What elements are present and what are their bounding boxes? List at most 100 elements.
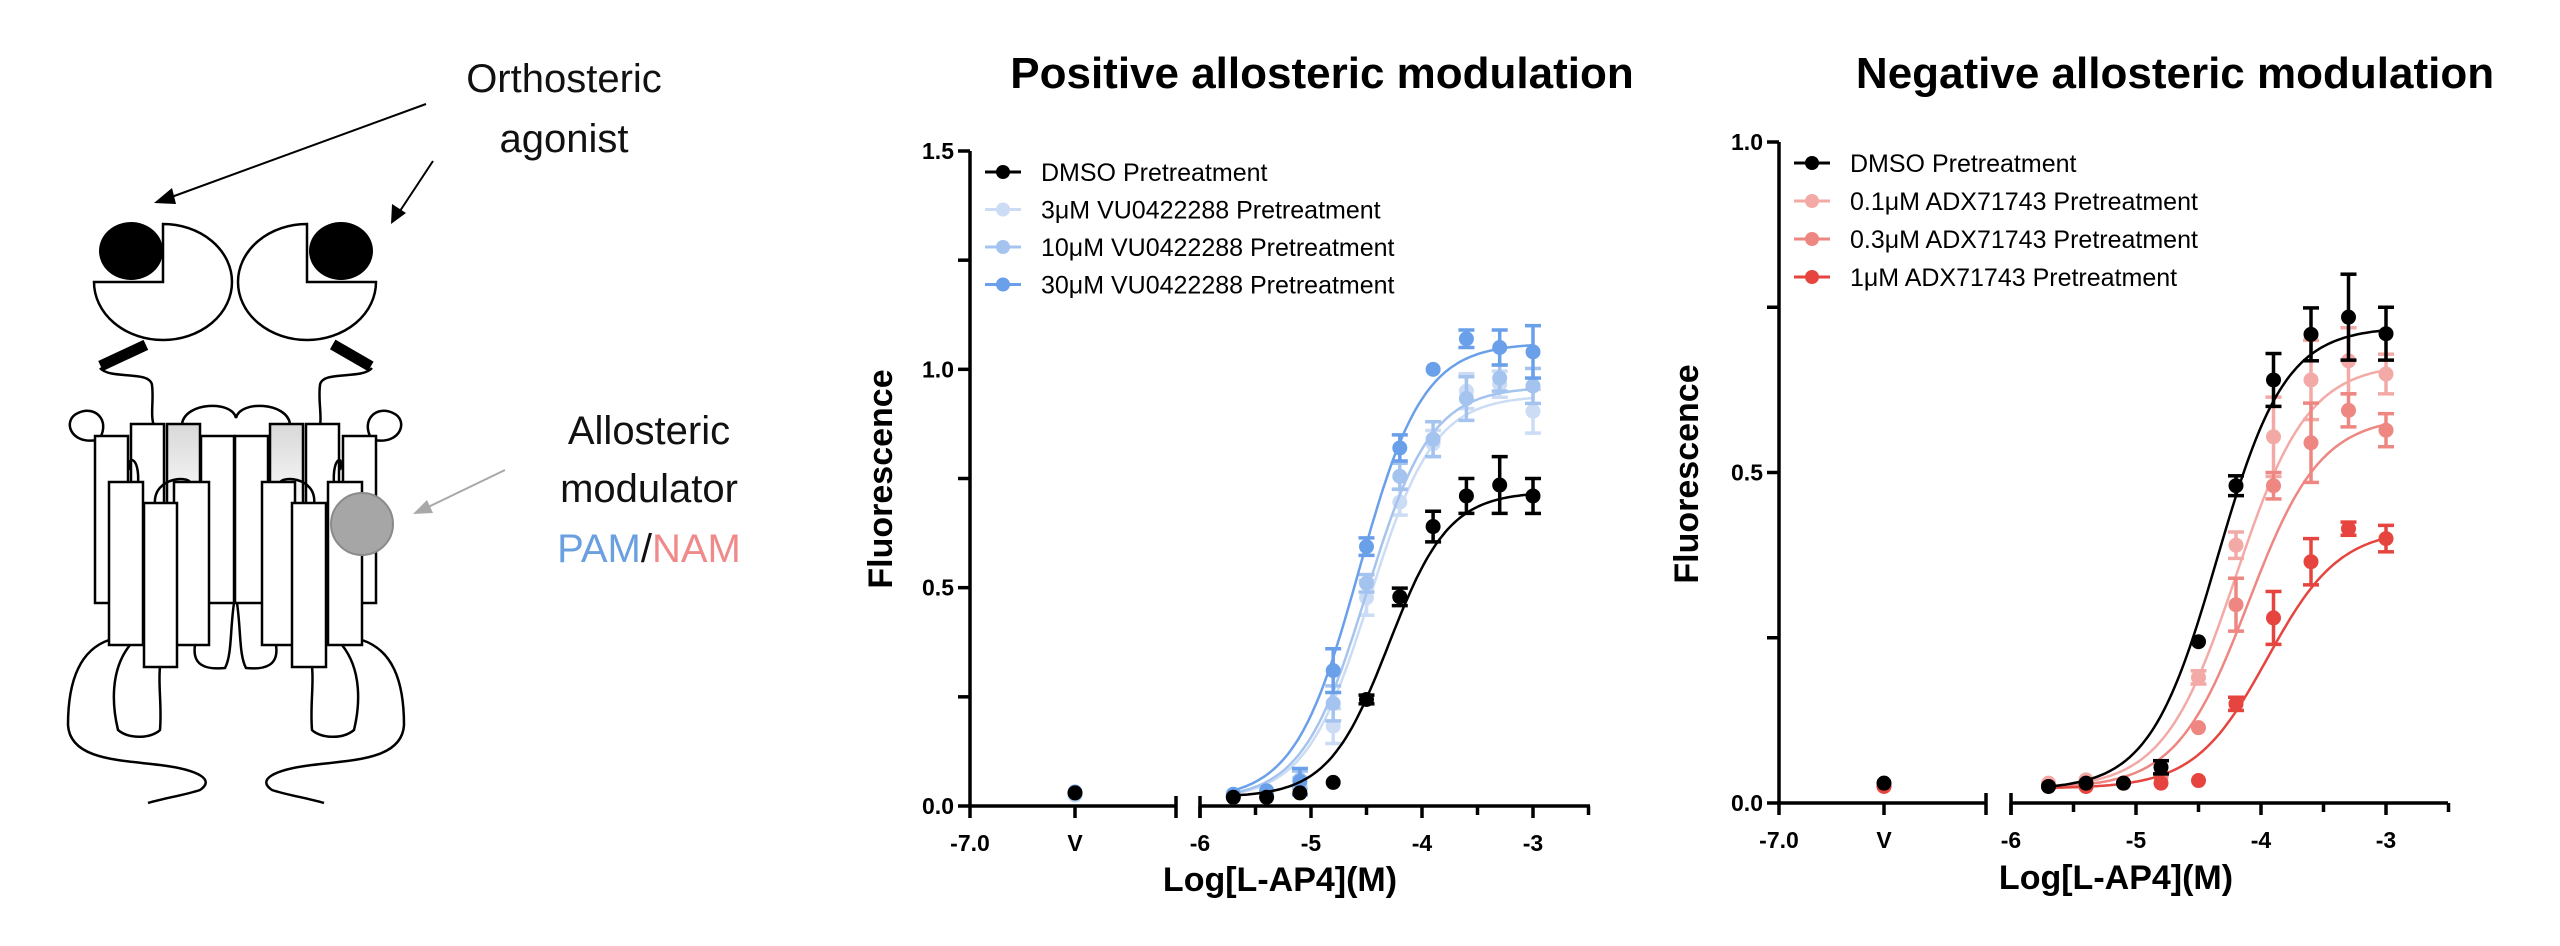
pam-data-point [1458, 391, 1474, 407]
pam-chart: Positive allosteric modulation Fluoresce… [862, 49, 1634, 899]
orthosteric-label-line1: Orthosteric [466, 57, 662, 101]
pam-data-point [1259, 789, 1275, 805]
nam-legend-marker [1805, 194, 1819, 208]
pam-data-point [1492, 477, 1508, 493]
pam-legend-marker [996, 240, 1010, 254]
nam-data-point [2303, 372, 2319, 388]
pam-legend-label: 10μM VU0422288 Pretreatment [1041, 234, 1395, 262]
nam-legend-label: DMSO Pretreatment [1850, 150, 2077, 178]
nam-data-point [2266, 429, 2281, 445]
pam-legend-marker [996, 202, 1010, 217]
pam-x-tick-label: -3 [1523, 830, 1543, 856]
pam-data-point [1325, 695, 1341, 711]
nam-y-axis-label: Fluorescence [1668, 364, 1706, 583]
pam-data-point [1292, 785, 1308, 801]
nam-data-point [2191, 669, 2206, 685]
slash-label: / [641, 527, 653, 571]
pam-x-tick-label: V [1067, 830, 1083, 856]
nam-x-tick-label: V [1876, 827, 1892, 853]
nam-x-tick-label: -7.0 [1759, 827, 1799, 853]
nam-data-point [2116, 775, 2131, 791]
pam-data-point [1492, 370, 1508, 386]
receptor-diagram: Orthosteric agonist [66, 57, 741, 805]
nam-fit-curve [2042, 536, 2388, 790]
pam-data-point [1225, 789, 1241, 805]
pam-fit-curve [1227, 396, 1535, 796]
nam-chart: Negative allosteric modulation Fluoresce… [1668, 49, 2494, 897]
pam-x-tick-label: -5 [1301, 830, 1322, 856]
pam-data-point [1359, 539, 1374, 555]
pam-x-tick-label: -4 [1412, 830, 1433, 856]
orthosteric-arrow-icon [154, 103, 434, 224]
nam-x-tick-label: -5 [2126, 827, 2147, 853]
pam-data-point [1525, 378, 1541, 394]
nam-legend-marker [1805, 156, 1819, 170]
nam-legend-marker [1805, 270, 1819, 284]
nam-data-point [2228, 597, 2244, 613]
allosteric-label-line2: modulator [560, 467, 738, 511]
nam-x-axis-label: Log[L-AP4](M) [1999, 859, 2233, 897]
pam-y-tick-label: 1.0 [922, 356, 954, 382]
intracellular-loops-icon [66, 602, 406, 805]
pam-data-point [1525, 488, 1541, 504]
nam-legend-label: 0.3μM ADX71743 Pretreatment [1850, 226, 2198, 254]
nam-data-point [2266, 372, 2281, 388]
nam-data-point [2191, 634, 2206, 650]
nam-data-point [2153, 759, 2169, 775]
transmembrane-helices-icon [68, 404, 403, 669]
nam-fit-curve [2042, 328, 2388, 789]
nam-x-tick-label: -3 [2376, 827, 2396, 853]
nam-data-point [2341, 402, 2356, 418]
pam-data-point [1458, 331, 1474, 347]
pam-y-tick-label: 0.5 [922, 575, 954, 601]
pam-x-tick-label: -6 [1190, 830, 1210, 856]
nam-data-point [2303, 435, 2319, 451]
nam-data-point [2341, 521, 2356, 537]
nam-vehicle-point [1876, 775, 1892, 791]
pam-legend-label: 3μM VU0422288 Pretreatment [1041, 197, 1381, 225]
orthosteric-label-line2: agonist [500, 117, 629, 161]
pam-chart-title: Positive allosteric modulation [1010, 49, 1633, 98]
pam-x-tick-label: -7.0 [950, 830, 990, 856]
nam-data-point [2041, 778, 2056, 794]
nam-x-tick-label: -6 [2001, 827, 2021, 853]
left-binding-domain-icon [92, 222, 234, 342]
pam-data-point [1325, 663, 1341, 679]
nam-label: NAM [652, 527, 741, 571]
pam-y-tick-label: 0.0 [922, 793, 954, 819]
allosteric-site-icon [330, 492, 394, 556]
nam-fit-curve [2042, 368, 2388, 788]
nam-data-point [2228, 696, 2244, 712]
pam-data-point [1392, 440, 1408, 456]
nam-y-tick-label: 0.5 [1731, 460, 1763, 486]
pam-data-point [1359, 691, 1374, 707]
allosteric-arrow-icon [413, 469, 506, 514]
pam-y-axis-label: Fluorescence [862, 369, 900, 588]
nam-data-point [2228, 537, 2244, 553]
nam-data-point [2341, 309, 2356, 325]
pam-fit-curve [1227, 343, 1535, 794]
pam-data-point [1359, 575, 1374, 591]
nam-legend-label: 1μM ADX71743 Pretreatment [1850, 264, 2177, 292]
pam-data-point [1525, 403, 1541, 419]
pam-data-point [1325, 774, 1341, 790]
nam-data-point [2078, 775, 2094, 791]
cysteine-rich-domain-icon [98, 339, 374, 427]
pam-y-tick-label: 1.5 [922, 138, 954, 164]
nam-x-tick-label: -4 [2251, 827, 2272, 853]
nam-data-point [2228, 478, 2244, 494]
pam-legend-marker [996, 165, 1010, 179]
pam-data-point [1458, 488, 1474, 504]
nam-data-point [2266, 478, 2281, 494]
allosteric-label-line1: Allosteric [568, 409, 730, 453]
nam-data-point [2191, 720, 2206, 736]
pam-data-point [1492, 340, 1508, 355]
nam-data-point [2153, 775, 2169, 791]
pam-fit-curve [1227, 492, 1535, 798]
pam-data-point [1392, 589, 1408, 605]
pam-vehicle-point [1067, 785, 1083, 801]
right-binding-domain-icon [236, 222, 378, 342]
pam-data-point [1425, 519, 1441, 535]
nam-fit-curve [2042, 422, 2388, 789]
nam-data-point [2378, 422, 2394, 438]
